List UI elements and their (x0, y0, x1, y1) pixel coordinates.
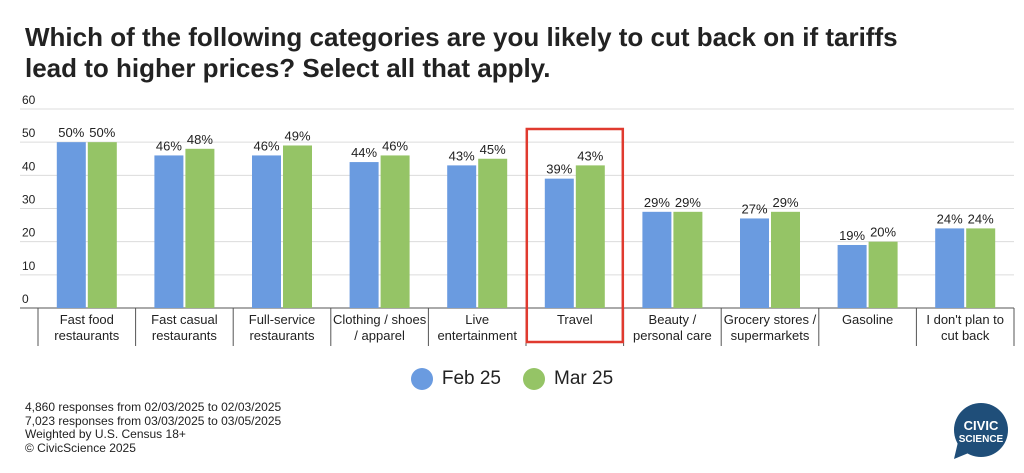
x-tick-label: Travel (557, 312, 593, 327)
y-tick-label: 20 (22, 226, 36, 240)
x-tick-label: restaurants (152, 328, 218, 343)
footnotes: 4,860 responses from 02/03/2025 to 02/03… (25, 400, 282, 455)
legend-swatch-feb (410, 368, 433, 390)
legend-swatch-mar (523, 368, 545, 390)
civicscience-logo: CIVIC SCIENCE (954, 403, 1008, 459)
y-tick-label: 30 (22, 193, 36, 207)
footnote-line: Weighted by U.S. Census 18+ (25, 427, 186, 441)
legend-label-feb: Feb 25 (441, 368, 501, 389)
chart-title: Which of the following categories are yo… (25, 22, 898, 83)
data-label: 29% (772, 195, 798, 210)
y-tick-label: 0 (22, 292, 29, 306)
data-label: 24% (937, 211, 963, 226)
legend-label-mar: Mar 25 (554, 368, 614, 389)
data-label: 44% (351, 145, 377, 160)
footnote-line: 4,860 responses from 02/03/2025 to 02/03… (25, 400, 282, 414)
bar (966, 228, 996, 308)
legend: Feb 25 Mar 25 (0, 368, 1024, 390)
logo-text-line1: CIVIC (964, 418, 999, 433)
x-tick-label: Fast casual (151, 312, 218, 327)
logo-text-line2: SCIENCE (959, 434, 1004, 445)
x-tick-label: Beauty / (649, 312, 697, 327)
data-label: 46% (253, 138, 279, 153)
y-tick-label: 50 (22, 126, 36, 140)
data-label: 48% (187, 132, 213, 147)
data-label: 39% (546, 162, 572, 177)
footnote-line: © CivicScience 2025 (25, 440, 136, 455)
legend-item-feb: Feb 25 (410, 368, 501, 390)
x-tick-label: I don't plan to (926, 312, 1004, 327)
data-label: 43% (449, 148, 475, 163)
bar (154, 155, 184, 308)
x-tick-label: cut back (941, 328, 990, 343)
x-tick-label: Live (465, 312, 489, 327)
y-tick-label: 40 (22, 159, 36, 173)
x-tick-label: personal care (633, 328, 712, 343)
x-tick-label: Fast food (60, 312, 114, 327)
x-tick-label: supermarkets (731, 328, 810, 343)
data-label: 29% (644, 195, 670, 210)
data-label: 19% (839, 228, 865, 243)
bar (380, 155, 410, 308)
bar (283, 145, 312, 308)
bar (56, 142, 86, 308)
data-label: 43% (577, 148, 603, 163)
data-label: 45% (480, 142, 506, 157)
y-tick-label: 10 (22, 259, 36, 273)
highlight-box (525, 127, 625, 344)
bar (868, 241, 898, 308)
data-label: 50% (89, 125, 115, 140)
x-tick-label: Gasoline (842, 312, 893, 327)
data-label: 24% (968, 211, 994, 226)
bar (837, 244, 867, 308)
x-tick-label: entertainment (437, 328, 517, 343)
bar (87, 142, 117, 308)
y-tick-label: 60 (22, 93, 36, 107)
x-tick-label: Grocery stores / (724, 312, 817, 327)
data-label: 46% (382, 138, 408, 153)
bar (575, 165, 605, 308)
data-label: 50% (58, 125, 84, 140)
bar (642, 211, 672, 308)
bar (673, 211, 703, 308)
x-tick-label: restaurants (249, 328, 315, 343)
x-tick-label: restaurants (54, 328, 120, 343)
legend-item-mar: Mar 25 (523, 368, 613, 390)
bar (935, 228, 965, 308)
x-tick-label: / apparel (354, 328, 405, 343)
bar (478, 158, 508, 308)
bar (544, 178, 574, 308)
x-tick-label: Full-service (249, 312, 315, 327)
footnote-line: 7,023 responses from 03/03/2025 to 03/05… (25, 413, 282, 428)
data-label: 46% (156, 138, 182, 153)
data-label: 29% (675, 195, 701, 210)
data-label: 20% (870, 225, 896, 240)
bar (447, 165, 477, 308)
bar (185, 148, 215, 308)
x-tick-label: Clothing / shoes (333, 312, 427, 327)
bar (349, 162, 379, 308)
data-label: 49% (284, 128, 310, 143)
data-label: 27% (741, 201, 767, 216)
bar (771, 211, 800, 308)
bar (252, 155, 281, 308)
bar (740, 218, 769, 308)
